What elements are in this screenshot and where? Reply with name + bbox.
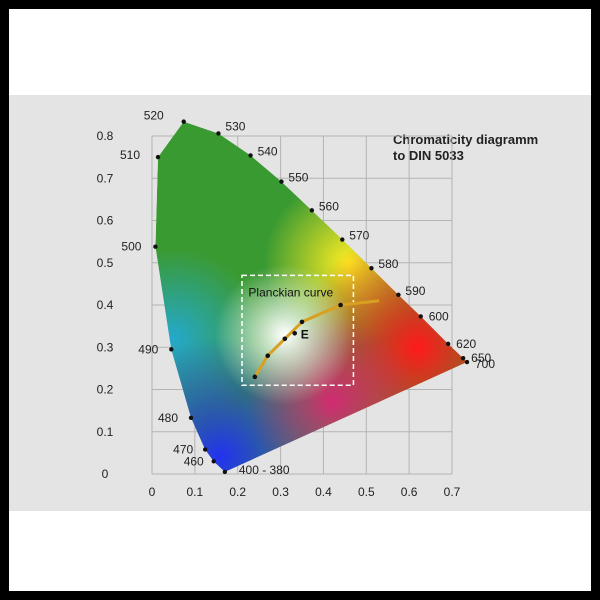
planckian-curve-label: Planckian curve — [248, 286, 333, 300]
wavelength-label: 500 — [121, 240, 141, 254]
locus-point-490 — [169, 347, 174, 352]
x-tick-label: 0.2 — [229, 485, 246, 499]
locus-point-500 — [153, 244, 158, 249]
wavelength-label: 530 — [225, 119, 245, 133]
y-tick-label: 0.5 — [97, 256, 114, 270]
planckian-point — [252, 374, 258, 380]
inset-box — [241, 274, 355, 387]
planckian-point — [299, 319, 305, 325]
x-tick-label: 0.4 — [315, 485, 332, 499]
x-tick-label: 0.6 — [401, 485, 418, 499]
x-tick-label: 0.1 — [187, 485, 204, 499]
wavelength-label: 590 — [405, 284, 425, 298]
wavelength-label: 470 — [173, 442, 193, 456]
locus-point-540 — [248, 153, 253, 158]
chart-title-line-2: to DIN 5033 — [393, 148, 464, 163]
wavelength-label: 620 — [456, 337, 476, 351]
chart-panel: Chromaticity diagramm to DIN 5033 Planck… — [9, 95, 591, 511]
white-point-label: E — [301, 327, 309, 341]
locus-point-520 — [181, 119, 186, 124]
wavelength-label: 650 — [471, 351, 491, 365]
x-tick-label: 0 — [149, 485, 156, 499]
image-frame: Chromaticity diagramm to DIN 5033 Planck… — [9, 9, 591, 591]
y-tick-label: 0 — [102, 467, 109, 481]
y-tick-label: 0.3 — [97, 340, 114, 354]
locus-point-620 — [445, 341, 451, 347]
y-tick-label: 0.2 — [97, 383, 114, 397]
wavelength-label: 480 — [158, 411, 178, 425]
locus-point-590 — [396, 292, 401, 298]
wavelength-label: 510 — [120, 148, 140, 162]
wavelength-label: 560 — [319, 199, 339, 213]
locus-point-560 — [309, 208, 315, 213]
planckian-point — [282, 336, 288, 342]
planckian-curve — [253, 299, 380, 378]
y-tick-label: 0.6 — [97, 214, 114, 228]
locus-point-580 — [369, 266, 374, 271]
y-tick-label: 0.7 — [97, 171, 114, 185]
wavelength-label: 600 — [429, 309, 449, 323]
locus-point-600 — [418, 314, 423, 319]
white-point-e — [292, 331, 298, 336]
y-tick-label: 0.8 — [97, 129, 114, 143]
planckian-point — [338, 302, 343, 308]
locus-point-550 — [279, 179, 284, 184]
wavelength-label: 550 — [288, 171, 308, 185]
wavelength-label: 460 — [184, 454, 204, 468]
wavelength-label: 580 — [378, 257, 398, 271]
wavelength-label: 570 — [349, 229, 369, 243]
y-tick-label: 0.4 — [97, 298, 114, 312]
planckian-point — [265, 353, 271, 359]
locus-point-460 — [211, 459, 216, 464]
locus-point-400-380 — [222, 469, 228, 475]
wavelength-label: 400 - 380 — [239, 463, 290, 477]
wavelength-label: 700 — [475, 357, 495, 371]
x-tick-label: 0.5 — [358, 485, 375, 499]
locus-point-510 — [155, 154, 161, 160]
wavelength-label: 520 — [144, 109, 164, 123]
locus-point-570 — [340, 237, 345, 242]
locus-point-470 — [202, 447, 208, 452]
y-tick-label: 0.1 — [97, 425, 114, 439]
locus-point-480 — [188, 415, 194, 421]
wavelength-label: 490 — [138, 342, 158, 356]
x-tick-label: 0.7 — [444, 485, 461, 499]
locus-point-700 — [464, 359, 470, 365]
wavelength-label: 540 — [258, 144, 278, 158]
locus-point-650 — [460, 356, 466, 361]
locus-point-530 — [216, 131, 221, 136]
x-tick-label: 0.3 — [272, 485, 289, 499]
